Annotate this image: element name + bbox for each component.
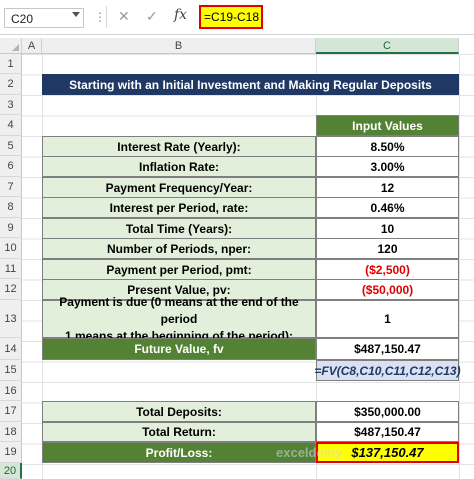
input-label[interactable]: Interest Rate (Yearly): <box>42 136 316 157</box>
formula-bar: C20 ⋮ ✕ ✓ fx =C19-C18 <box>0 0 474 35</box>
row-header[interactable]: 20 <box>0 463 22 479</box>
input-value[interactable]: 0.46% <box>316 197 459 218</box>
row-header[interactable]: 8 <box>0 197 22 218</box>
row-header[interactable]: 14 <box>0 338 22 360</box>
payment-due-label-line-1: Payment is due (0 means at the end of th… <box>59 294 299 326</box>
input-label[interactable]: Present Value, pv: <box>42 279 316 300</box>
row-header[interactable]: 5 <box>0 136 22 156</box>
input-value[interactable]: ($2,500) <box>316 259 459 280</box>
sheet-title[interactable]: Starting with an Initial Investment and … <box>42 74 459 95</box>
divider <box>106 6 107 28</box>
payment-due-label[interactable]: Payment is due (0 means at the end of th… <box>42 295 316 343</box>
input-value[interactable]: ($50,000) <box>316 279 459 300</box>
input-label[interactable]: Number of Periods, nper: <box>42 238 316 259</box>
row-header[interactable]: 12 <box>0 279 22 300</box>
input-value[interactable]: 10 <box>316 218 459 239</box>
column-header-b[interactable]: B <box>42 38 316 54</box>
total-deposits-label[interactable]: Total Deposits: <box>42 401 316 422</box>
payment-due-value[interactable]: 1 <box>316 300 459 338</box>
input-value[interactable]: 8.50% <box>316 136 459 157</box>
select-all-icon <box>12 44 19 51</box>
formula-input[interactable]: =C19-C18 <box>199 5 263 29</box>
enter-icon[interactable]: ✓ <box>146 8 158 24</box>
input-value[interactable]: 12 <box>316 177 459 198</box>
row-header[interactable]: 13 <box>0 300 22 338</box>
row-header[interactable]: 4 <box>0 115 22 136</box>
future-value[interactable]: $487,150.47 <box>316 338 459 360</box>
input-label[interactable]: Payment Frequency/Year: <box>42 177 316 198</box>
future-value-label[interactable]: Future Value, fv <box>42 338 316 360</box>
total-return-label[interactable]: Total Return: <box>42 422 316 442</box>
total-return-value[interactable]: $487,150.47 <box>316 422 459 442</box>
row-header[interactable]: 6 <box>0 156 22 177</box>
row-header[interactable]: 2 <box>0 74 22 95</box>
formula-note[interactable]: =FV(C8,C10,C11,C12,C13) <box>314 360 461 381</box>
profit-loss-value[interactable]: $137,150.47 <box>316 442 459 463</box>
input-label[interactable]: Payment per Period, pmt: <box>42 259 316 280</box>
name-box[interactable]: C20 <box>4 8 84 28</box>
watermark: exceldemy <box>276 445 343 460</box>
input-label[interactable]: Total Time (Years): <box>42 218 316 239</box>
row-header[interactable]: 11 <box>0 259 22 279</box>
chevron-down-icon[interactable] <box>72 12 80 17</box>
more-options-icon[interactable]: ⋮ <box>94 10 106 24</box>
input-value[interactable]: 3.00% <box>316 156 459 177</box>
input-label[interactable]: Inflation Rate: <box>42 156 316 177</box>
row-header[interactable]: 15 <box>0 360 22 381</box>
row-header[interactable]: 18 <box>0 422 22 442</box>
row-header[interactable]: 3 <box>0 95 22 115</box>
row-header[interactable]: 1 <box>0 54 22 74</box>
profit-loss-label[interactable]: Profit/Loss: <box>42 442 316 463</box>
insert-function-icon[interactable]: fx <box>174 7 188 23</box>
row-header[interactable]: 9 <box>0 218 22 238</box>
total-deposits-value[interactable]: $350,000.00 <box>316 401 459 422</box>
row-header[interactable]: 19 <box>0 442 22 463</box>
row-header[interactable]: 10 <box>0 238 22 259</box>
row-header[interactable]: 16 <box>0 381 22 401</box>
input-values-header[interactable]: Input Values <box>316 115 459 136</box>
input-label[interactable]: Interest per Period, rate: <box>42 197 316 218</box>
column-header-c[interactable]: C <box>316 38 459 54</box>
column-header-a[interactable]: A <box>22 38 42 54</box>
input-value[interactable]: 120 <box>316 238 459 259</box>
gridline <box>459 54 460 479</box>
cancel-icon[interactable]: ✕ <box>118 8 130 24</box>
select-all-corner[interactable] <box>0 38 22 54</box>
row-header[interactable]: 7 <box>0 177 22 197</box>
row-header[interactable]: 17 <box>0 401 22 422</box>
